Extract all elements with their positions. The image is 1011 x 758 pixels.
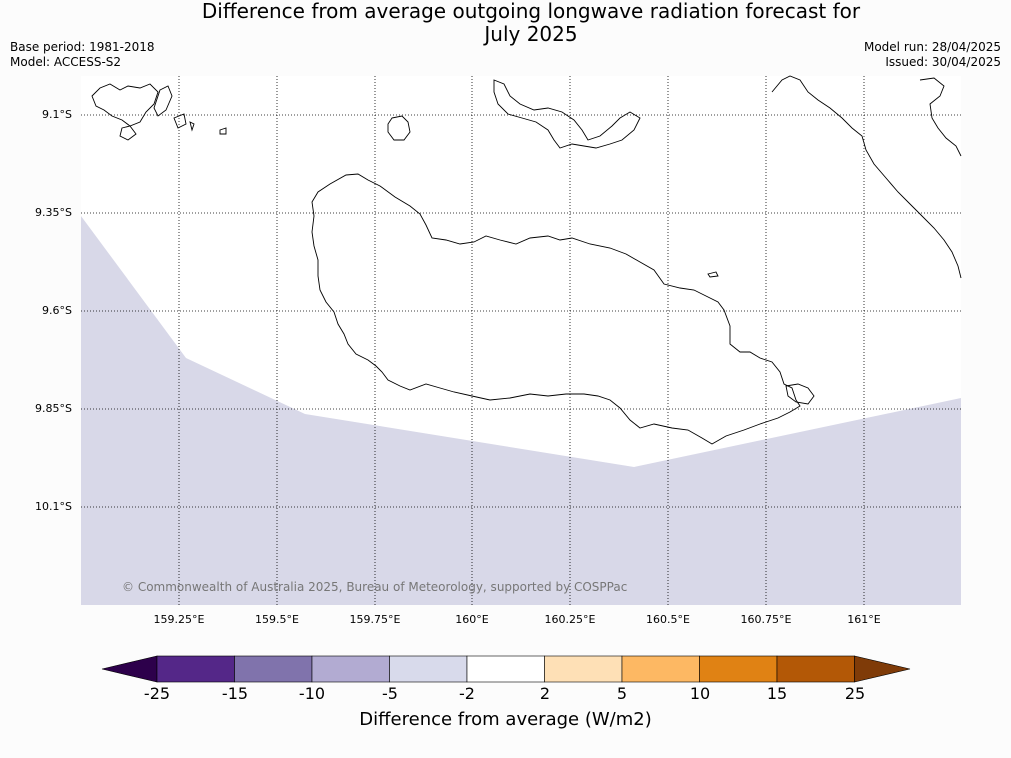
title-line-2: July 2025 [484, 22, 578, 46]
savo-island [387, 115, 411, 141]
lat-label: 10.1°S [35, 500, 72, 513]
lon-label: 160°E [455, 613, 489, 626]
colorbar-tick: -25 [143, 684, 171, 703]
colorbar-tick: 25 [844, 684, 866, 703]
title-line-1: Difference from average outgoing longwav… [201, 0, 861, 23]
colorbar-swatch [311, 655, 390, 683]
lon-label: 160.25°E [544, 613, 596, 626]
colorbar-label: Difference from average (W/m2) [359, 709, 652, 730]
islet-east [785, 383, 815, 405]
lon-label: 160.5°E [646, 613, 690, 626]
colorbar-swatch [466, 655, 545, 683]
colorbar-swatch [234, 655, 313, 683]
lon-label: 159.5°E [255, 613, 299, 626]
colorbar-tick: -15 [221, 684, 249, 703]
lon-label: 161°E [847, 613, 881, 626]
colorbar-swatch [776, 655, 855, 683]
malaita-coast [771, 75, 962, 279]
lat-label: 9.35°S [35, 206, 72, 219]
florida-islands [493, 79, 641, 149]
russell-islands [91, 83, 159, 127]
colorbar-tick: 10 [689, 684, 711, 703]
graticule [81, 76, 961, 605]
colorbar-tick: 2 [539, 684, 551, 703]
russell-islet [153, 85, 173, 117]
russell-islet [173, 113, 187, 129]
islet-small [707, 271, 719, 278]
russell-islet [119, 125, 137, 141]
colorbar-tick: 5 [616, 684, 628, 703]
copyright-notice: © Commonwealth of Australia 2025, Bureau… [122, 580, 628, 594]
anomaly-shaded-region [81, 216, 961, 605]
colorbar-tick: 15 [766, 684, 788, 703]
lat-label: 9.6°S [42, 304, 72, 317]
meta-right: Model run: 28/04/2025 Issued: 30/04/2025 [864, 40, 1001, 70]
lon-label: 159.25°E [153, 613, 205, 626]
guadalcanal-island [311, 173, 801, 445]
colorbar-swatch [389, 655, 468, 683]
model-run: Model run: 28/04/2025 [863, 40, 1001, 54]
colorbar-swatch [544, 655, 623, 683]
model-name: Model: ACCESS-S2 [10, 55, 122, 69]
colorbar-tick: -2 [459, 684, 475, 703]
lon-label: 160.75°E [740, 613, 792, 626]
colorbar-tick: -5 [382, 684, 398, 703]
lon-label: 159.75°E [349, 613, 401, 626]
base-period: Base period: 1981-2018 [10, 40, 155, 54]
colorbar-extend-high [854, 655, 911, 683]
chart-title: Difference from average outgoing longwav… [0, 0, 1011, 46]
colorbar-swatch [156, 655, 235, 683]
russell-islet [219, 127, 227, 135]
meta-left: Base period: 1981-2018 Model: ACCESS-S2 [10, 40, 155, 70]
colorbar-swatch [699, 655, 778, 683]
colorbar-swatch [621, 655, 700, 683]
russell-islet [189, 121, 195, 132]
malaita-north-coast [919, 77, 962, 157]
colorbar-tick: -10 [298, 684, 326, 703]
colorbar [101, 655, 911, 683]
coastlines [91, 75, 962, 445]
lat-label: 9.85°S [35, 402, 72, 415]
issued-date: Issued: 30/04/2025 [885, 55, 1001, 69]
colorbar-extend-low [101, 655, 158, 683]
lat-label: 9.1°S [42, 108, 72, 121]
